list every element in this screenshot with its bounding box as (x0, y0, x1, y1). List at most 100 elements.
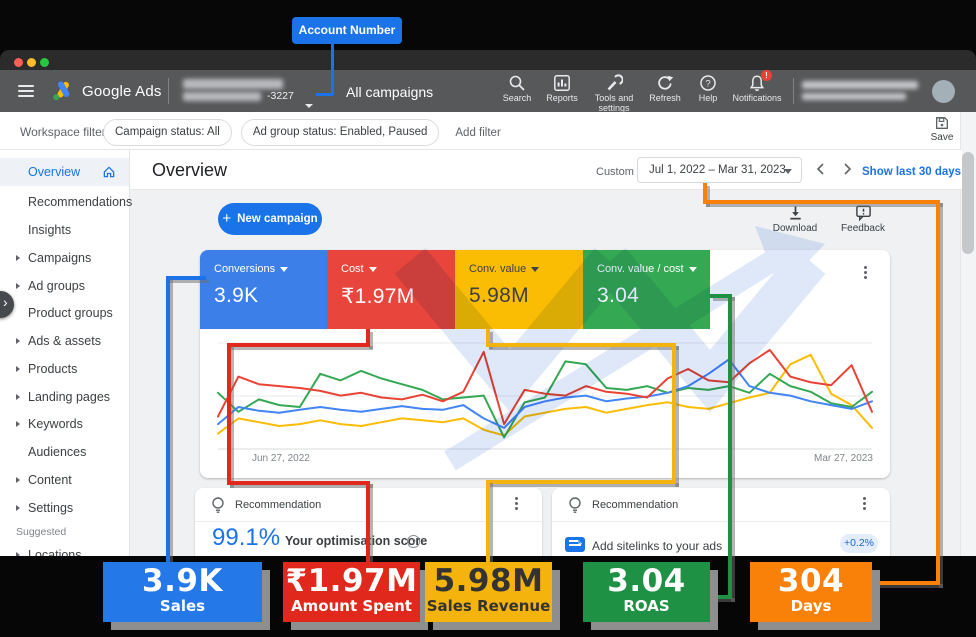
metric-card-conversions[interactable]: Conversions 3.9K (200, 250, 327, 329)
connector-roas (728, 294, 732, 599)
connector-days (703, 183, 707, 204)
wrench-icon (607, 74, 623, 91)
chart-series-conv-value-cost (217, 360, 873, 439)
nav-reports[interactable]: Reports (532, 74, 592, 103)
refresh-icon (658, 75, 674, 90)
connector-cost (366, 329, 370, 346)
next-range-button[interactable] (840, 162, 854, 176)
sidebar-item-audiences[interactable]: Audiences (28, 445, 87, 459)
sidebar-item-insights[interactable]: Insights (28, 223, 72, 237)
date-range-picker[interactable]: Jul 1, 2022 – Mar 31, 2023 (637, 157, 802, 183)
sidebar-item-products[interactable]: Products (0, 359, 129, 379)
connector-cost (227, 343, 370, 347)
caret-right-icon[interactable] (16, 552, 20, 558)
bell-icon (749, 75, 765, 92)
google-ads-logo (51, 79, 75, 103)
download-icon (789, 206, 801, 220)
main-menu-icon[interactable] (18, 85, 34, 100)
connector-conversions (166, 276, 170, 566)
header-divider (793, 78, 794, 104)
window-titlebar (0, 50, 976, 70)
callout-roas: 3.04 ROAS (583, 562, 710, 622)
callout-days: 304 Days (750, 562, 872, 622)
overview-chart (217, 342, 873, 450)
new-campaign-button[interactable]: + New campaign (218, 203, 322, 235)
sidebar-item-ad-groups[interactable]: Ad groups (0, 276, 129, 296)
card-menu-icon[interactable] (863, 497, 866, 500)
nav-search[interactable]: Search (487, 74, 547, 103)
account-id-suffix[interactable]: -3227 (267, 90, 294, 102)
metric-card-cost[interactable]: Cost ₹1.97M (327, 250, 455, 329)
window-close-button[interactable] (14, 58, 23, 67)
caret-down-icon (531, 266, 540, 272)
caret-right-icon[interactable] (16, 421, 20, 427)
avatar[interactable] (932, 80, 955, 103)
show-last-30-days-link[interactable]: Show last 30 days (862, 166, 962, 178)
feedback-button[interactable]: Feedback (833, 204, 893, 234)
caret-right-icon[interactable] (16, 366, 20, 372)
caret-down-icon (280, 266, 289, 272)
card-menu-icon[interactable] (515, 497, 518, 500)
connector-conv-value (486, 480, 490, 566)
sidebar-item-product-groups[interactable]: Product groups (28, 306, 113, 320)
caret-right-icon[interactable] (16, 477, 20, 483)
campaign-status-chip[interactable]: Campaign status: All (103, 119, 232, 146)
account-caret-icon[interactable] (305, 95, 313, 113)
chevron-left-icon (816, 163, 824, 175)
sidebar-item-content[interactable]: Content (0, 470, 129, 490)
scrollbar-thumb[interactable] (962, 152, 974, 254)
sidebar-item-overview[interactable]: Overview (0, 158, 129, 186)
metric-card-conv-value[interactable]: Conv. value 5.98M (455, 250, 583, 329)
lightbulb-icon (212, 497, 224, 513)
ad-group-status-chip[interactable]: Ad group status: Enabled, Paused (240, 119, 440, 146)
x-axis-end-label: Mar 27, 2023 (814, 453, 873, 464)
metric-card-conv-value-cost[interactable]: Conv. value / cost 3.04 (583, 250, 710, 329)
window-minimize-button[interactable] (27, 58, 36, 67)
nav-help[interactable]: ? Help (678, 74, 738, 103)
caret-right-icon[interactable] (16, 394, 20, 400)
nav-refresh[interactable]: Refresh (635, 74, 695, 103)
connector-conversions (166, 276, 206, 280)
sidebar-item-landing-pages[interactable]: Landing pages (0, 387, 129, 407)
sidebar-item-ads-assets[interactable]: Ads & assets (0, 331, 129, 351)
lightbulb-icon (569, 497, 581, 513)
window-zoom-button[interactable] (40, 58, 49, 67)
nav-notifications[interactable]: Notifications (727, 74, 787, 103)
scope-label: All campaigns (346, 84, 434, 100)
workspace-filter-label: Workspace filter (20, 125, 106, 139)
help-circle-icon[interactable]: ? (407, 535, 420, 548)
sidebar-item-campaigns[interactable]: Campaigns (0, 248, 129, 268)
caret-right-icon[interactable] (16, 338, 20, 344)
sidebar-item-keywords[interactable]: Keywords (0, 414, 129, 434)
caret-right-icon[interactable] (16, 283, 20, 289)
nav-tools-settings[interactable]: Tools and settings (584, 74, 644, 113)
sidebar-item-settings[interactable]: Settings (0, 498, 129, 518)
connector-days (703, 200, 940, 204)
date-range-type-label: Custom (596, 166, 634, 178)
chevron-right-icon (844, 163, 852, 175)
caret-down-icon (688, 266, 697, 272)
feedback-icon (855, 205, 871, 221)
save-button[interactable]: Save (924, 115, 960, 143)
help-icon: ? (700, 75, 716, 91)
chart-series-conv-value (217, 353, 873, 437)
user-email-redacted (802, 81, 918, 89)
sidebar-item-recommendations[interactable]: Recommendations (28, 195, 133, 209)
score-uplift-badge: +0.2% (840, 534, 878, 553)
sidebar-expand-button[interactable]: › (0, 291, 14, 318)
sidebar (0, 150, 130, 556)
download-button[interactable]: Download (765, 204, 825, 234)
caret-right-icon[interactable] (16, 505, 20, 511)
account-id-redacted (183, 92, 261, 101)
recommendation-card-sitelinks: Recommendation ↳ Add sitelinks to your a… (552, 488, 890, 568)
recommendation-text[interactable]: Add sitelinks to your ads (592, 539, 723, 553)
callout-sales: 3.9K Sales (103, 562, 262, 622)
product-name: Google Ads (82, 83, 162, 100)
card-menu-icon[interactable] (864, 266, 867, 269)
svg-text:?: ? (705, 79, 710, 90)
add-filter-button[interactable]: Add filter (455, 126, 501, 139)
save-icon (936, 117, 948, 129)
connector-cost (366, 481, 370, 566)
caret-right-icon[interactable] (16, 255, 20, 261)
prev-range-button[interactable] (814, 162, 828, 176)
